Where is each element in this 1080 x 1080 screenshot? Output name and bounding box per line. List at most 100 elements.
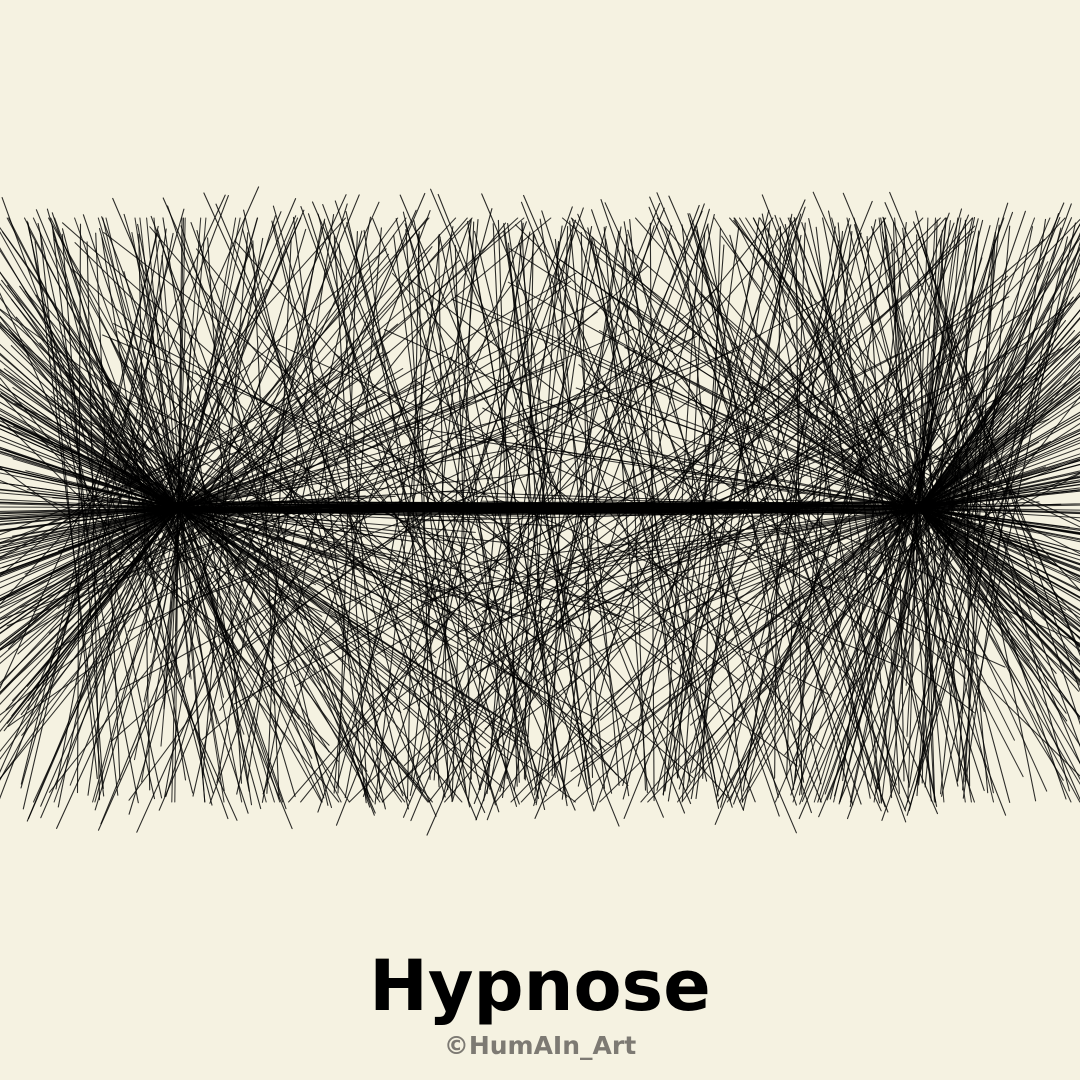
art-line-206 bbox=[433, 219, 479, 781]
art-line-978 bbox=[0, 507, 179, 574]
art-line-929 bbox=[917, 411, 1080, 509]
art-line-863 bbox=[917, 316, 1080, 509]
art-line-967 bbox=[917, 507, 1057, 674]
art-line-71 bbox=[605, 238, 719, 797]
art-line-953 bbox=[917, 481, 1080, 509]
art-line-661 bbox=[0, 438, 245, 536]
art-line-526 bbox=[883, 217, 935, 697]
art-line-598 bbox=[117, 330, 520, 714]
art-line-710 bbox=[195, 248, 606, 752]
art-line-879 bbox=[917, 341, 1080, 509]
art-line-913 bbox=[917, 320, 1067, 509]
art-line-393 bbox=[106, 382, 430, 803]
art-line-893 bbox=[917, 380, 1080, 509]
art-line-945 bbox=[917, 507, 1080, 534]
art-line-972 bbox=[0, 507, 179, 561]
art-line-885 bbox=[917, 507, 1080, 572]
art-line-834 bbox=[301, 503, 758, 507]
art-line-684 bbox=[102, 334, 902, 668]
art-line-631 bbox=[106, 378, 574, 662]
art-line-521 bbox=[793, 296, 1033, 738]
art-line-883 bbox=[917, 489, 1080, 509]
art-line-64 bbox=[317, 221, 527, 813]
art-line-888 bbox=[0, 507, 179, 684]
art-line-583 bbox=[7, 311, 598, 727]
art-line-533 bbox=[716, 401, 1080, 640]
art-line-422 bbox=[0, 217, 399, 760]
art-line-663 bbox=[103, 231, 798, 767]
art-line-610 bbox=[333, 352, 743, 683]
art-line-506 bbox=[675, 447, 1080, 599]
art-line-608 bbox=[729, 217, 1080, 623]
art-line-715 bbox=[535, 428, 1080, 682]
art-line-895 bbox=[917, 329, 1076, 509]
artist-credit: ©HumAIn_Art bbox=[443, 1031, 637, 1060]
art-line-973 bbox=[917, 369, 1080, 509]
art-line-330 bbox=[0, 315, 277, 683]
art-line-706 bbox=[185, 436, 630, 603]
art-line-880 bbox=[4, 507, 179, 648]
art-line-558 bbox=[592, 252, 1055, 616]
art-line-415 bbox=[0, 293, 614, 597]
art-line-472 bbox=[733, 219, 1080, 665]
art-line-921 bbox=[917, 507, 1080, 565]
art-line-938 bbox=[0, 507, 179, 525]
art-line-641 bbox=[12, 387, 346, 611]
art-line-970 bbox=[1, 279, 179, 509]
art-line-943 bbox=[917, 507, 1080, 530]
art-line-842 bbox=[0, 507, 179, 549]
art-line-419 bbox=[119, 351, 225, 631]
art-line-866 bbox=[0, 395, 179, 509]
art-line-850 bbox=[0, 489, 179, 509]
art-line-627 bbox=[61, 222, 694, 779]
art-line-947 bbox=[917, 507, 1080, 552]
art-line-8 bbox=[889, 191, 1080, 657]
art-line-539 bbox=[844, 314, 1072, 803]
art-line-835 bbox=[232, 501, 653, 504]
art-line-576 bbox=[48, 413, 402, 576]
art-line-404 bbox=[0, 217, 457, 705]
art-line-923 bbox=[917, 296, 1074, 509]
art-line-681 bbox=[13, 425, 434, 602]
art-line-498 bbox=[716, 262, 1080, 803]
art-line-360 bbox=[0, 391, 387, 608]
art-line-529 bbox=[805, 296, 1080, 803]
art-line-919 bbox=[917, 507, 1080, 598]
art-line-854 bbox=[0, 507, 179, 589]
art-line-924 bbox=[11, 299, 179, 509]
art-line-836 bbox=[446, 512, 585, 515]
art-line-950 bbox=[0, 507, 179, 532]
art-line-390 bbox=[0, 217, 525, 665]
art-line-412 bbox=[70, 326, 271, 720]
art-line-77 bbox=[430, 188, 692, 805]
art-line-975 bbox=[917, 309, 1080, 509]
art-line-930 bbox=[0, 448, 179, 509]
art-line-639 bbox=[516, 392, 931, 608]
art-line-887 bbox=[917, 507, 1067, 714]
art-line-942 bbox=[0, 507, 179, 621]
art-line-934 bbox=[17, 507, 179, 655]
art-line-611 bbox=[578, 364, 966, 679]
art-line-920 bbox=[8, 328, 179, 509]
art-line-694 bbox=[197, 409, 530, 591]
art-line-976 bbox=[0, 507, 179, 630]
art-line-277 bbox=[335, 219, 577, 826]
art-line-625 bbox=[522, 420, 918, 579]
art-line-622 bbox=[0, 351, 391, 549]
art-line-656 bbox=[14, 403, 489, 625]
art-line-618 bbox=[0, 328, 635, 602]
art-line-545 bbox=[752, 217, 1015, 741]
art-line-286 bbox=[143, 217, 246, 703]
art-line-962 bbox=[19, 285, 179, 509]
art-line-187 bbox=[551, 226, 569, 777]
art-line-933 bbox=[917, 392, 1080, 509]
art-line-861 bbox=[917, 507, 1068, 722]
art-line-272 bbox=[622, 209, 770, 787]
art-line-907 bbox=[917, 437, 1080, 509]
art-line-421 bbox=[139, 217, 192, 680]
art-line-832 bbox=[447, 501, 728, 514]
art-line-32 bbox=[915, 210, 1070, 792]
art-line-228 bbox=[345, 210, 481, 790]
art-line-719 bbox=[0, 466, 215, 623]
art-line-471 bbox=[476, 487, 1080, 564]
